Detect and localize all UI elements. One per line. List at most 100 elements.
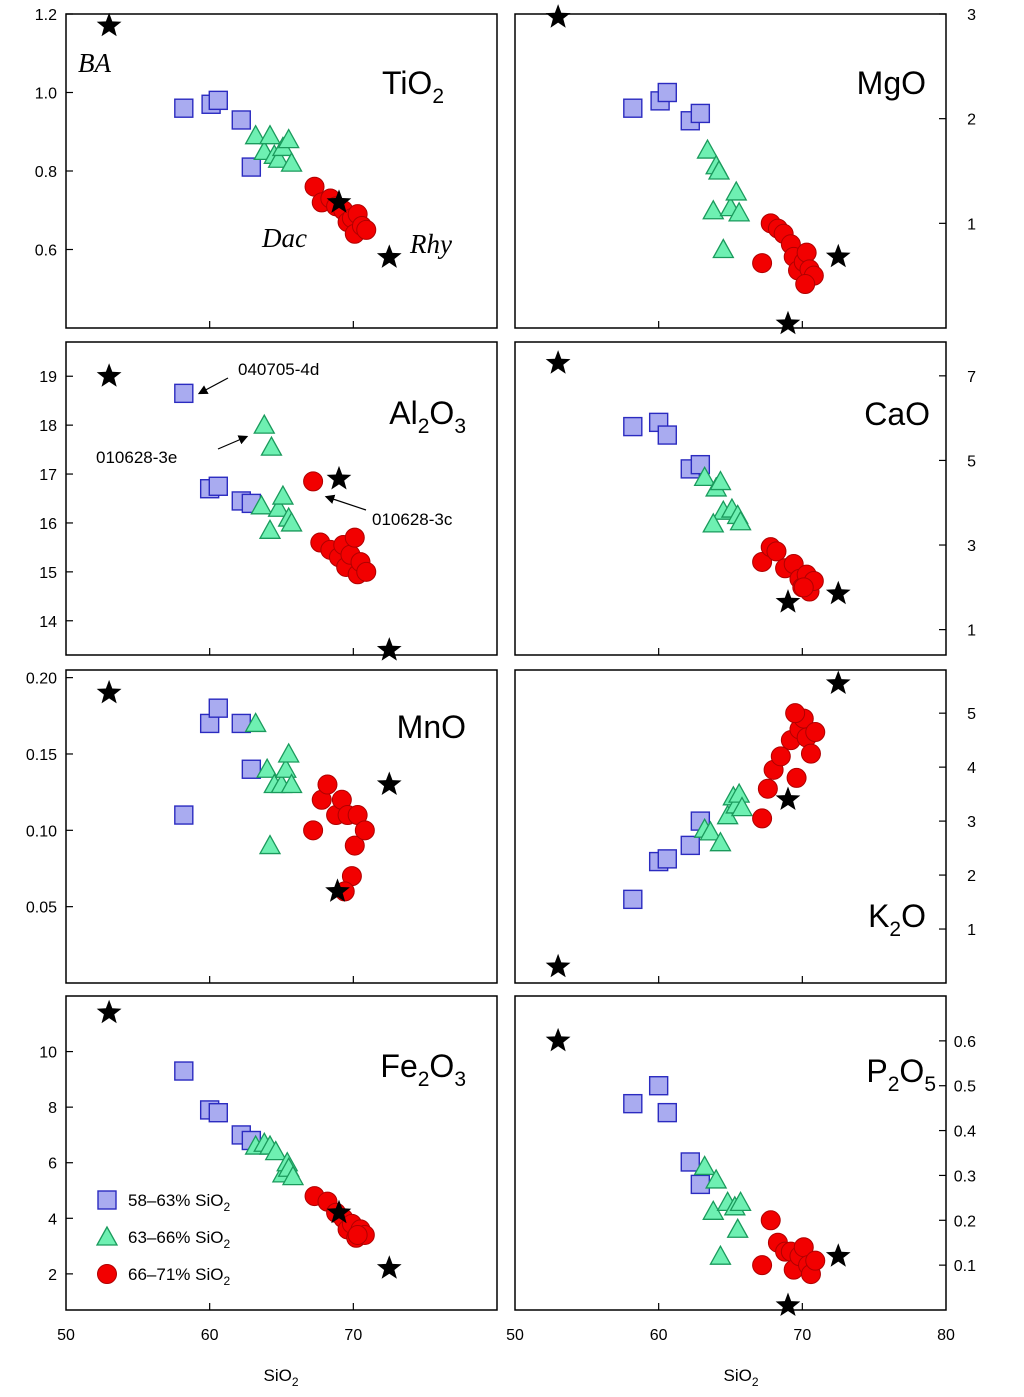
x-tick-label: 60 — [201, 1327, 219, 1344]
point-mid-sio2 — [728, 201, 751, 222]
point-mid-sio2 — [258, 124, 282, 145]
point-mid-sio2 — [730, 796, 754, 817]
sample-040705-4d: 040705-4d — [238, 360, 319, 379]
point-low-sio2 — [690, 103, 711, 124]
point-low-sio2 — [657, 82, 677, 103]
y-tick-label: 0.4 — [954, 1124, 976, 1141]
point-low-sio2 — [680, 1152, 700, 1172]
point-low-sio2 — [231, 110, 251, 130]
panel-frame — [514, 669, 947, 984]
point-low-sio2 — [657, 1102, 677, 1123]
point-high-sio2 — [752, 551, 773, 572]
point-mid-sio2 — [709, 470, 732, 491]
point-low-sio2 — [241, 759, 262, 779]
y-tick-label: 0.10 — [26, 823, 57, 840]
point-low-sio2 — [623, 889, 643, 910]
y-tick-label: 14 — [39, 614, 57, 631]
y-tick-label: 0.6 — [35, 243, 57, 260]
y-tick-label: 16 — [39, 516, 57, 533]
point-mid-sio2 — [267, 147, 290, 168]
point-mid-sio2 — [693, 1155, 716, 1176]
endmember-star — [376, 771, 402, 795]
panel-frame — [514, 341, 947, 656]
endmember-star — [96, 679, 122, 704]
x-axis-label-left: SiO2 — [263, 1366, 298, 1389]
point-mid-sio2 — [696, 138, 719, 159]
panel-frame — [65, 341, 498, 656]
endmember-star — [326, 1199, 352, 1224]
point-high-sio2 — [785, 703, 806, 724]
point-mid-sio2 — [281, 1165, 305, 1186]
point-mid-sio2 — [699, 820, 722, 841]
legend-label-low: 58–63% SiO2 — [128, 1191, 230, 1214]
point-mid-sio2 — [256, 757, 279, 778]
point-mid-sio2 — [729, 1191, 752, 1211]
point-mid-sio2 — [253, 413, 276, 434]
y-tick-label: 5 — [967, 453, 976, 470]
panel-p2o5: 0.1 0.2 0.3 0.4 0.5 0.6 P2O5 — [514, 995, 976, 1316]
y-tick-label: 1 — [967, 216, 976, 233]
point-mid-sio2 — [267, 496, 290, 517]
point-low-sio2 — [648, 1076, 669, 1096]
endmember-star — [325, 878, 350, 902]
oxide-subscript: 3 — [454, 415, 466, 438]
endmember-star — [775, 589, 801, 613]
oxide-subscript: 2 — [418, 415, 430, 438]
y-tick-label: 2 — [48, 1267, 57, 1284]
x-tick-label: 50 — [506, 1327, 524, 1344]
point-high-sio2 — [752, 808, 773, 829]
point-high-sio2 — [757, 778, 778, 799]
point-mid-sio2 — [244, 124, 267, 145]
point-high-sio2 — [795, 274, 816, 295]
point-mid-sio2 — [260, 435, 283, 456]
point-low-sio2 — [657, 849, 677, 869]
point-high-sio2 — [800, 743, 821, 764]
point-mid-sio2 — [271, 484, 295, 505]
y-tick-label: 6 — [48, 1156, 57, 1173]
point-high-sio2 — [303, 471, 324, 492]
point-low-sio2 — [174, 383, 194, 404]
point-high-sio2 — [796, 242, 817, 263]
x-tick-label: 60 — [650, 1327, 668, 1344]
point-low-sio2 — [241, 157, 262, 177]
arrow-010628-3c — [324, 494, 367, 511]
oxide-subscript: 2 — [418, 1068, 430, 1091]
endmember-star — [775, 310, 801, 335]
y-tick-label: 0.2 — [954, 1213, 976, 1230]
oxide-text: P — [866, 1053, 887, 1089]
point-high-sio2 — [354, 820, 375, 841]
endmember-star — [96, 999, 122, 1024]
point-mid-sio2 — [264, 1140, 287, 1161]
point-low-sio2 — [208, 698, 228, 718]
y-tick-label: 17 — [39, 467, 57, 484]
oxide-label: MnO — [397, 709, 466, 745]
point-mid-sio2 — [244, 712, 267, 733]
y-tick-label: 1.2 — [35, 7, 57, 24]
point-high-sio2 — [805, 722, 826, 743]
oxide-subscript: 2 — [889, 918, 901, 941]
y-tick-label: 0.20 — [26, 671, 57, 688]
oxide-text: CaO — [864, 396, 930, 432]
y-tick-label: 4 — [967, 760, 976, 777]
legend-marker-low — [97, 1190, 117, 1210]
endmember-star — [376, 1255, 402, 1279]
endmember-star — [825, 1243, 851, 1267]
endmember-star — [376, 637, 402, 661]
legend-marker-high — [97, 1264, 117, 1284]
endmember-star — [825, 243, 851, 268]
point-high-sio2 — [344, 527, 365, 548]
point-low-sio2 — [208, 90, 228, 111]
point-high-sio2 — [356, 561, 377, 582]
y-tick-label: 1 — [967, 623, 976, 640]
point-mid-sio2 — [712, 238, 735, 259]
panel-tio2: 0.6 0.8 1.0 1.2 TiO2 BA Dac Rhy — [35, 7, 498, 329]
y-tick-label: 15 — [39, 565, 57, 582]
y-tick-label: 0.05 — [26, 900, 57, 917]
point-mid-sio2 — [274, 757, 297, 778]
panel-frame — [65, 995, 498, 1311]
point-high-sio2 — [752, 1255, 773, 1276]
y-tick-label: 1.0 — [35, 86, 57, 103]
legend-marker-mid — [95, 1225, 119, 1246]
endmember-star — [545, 1027, 571, 1052]
